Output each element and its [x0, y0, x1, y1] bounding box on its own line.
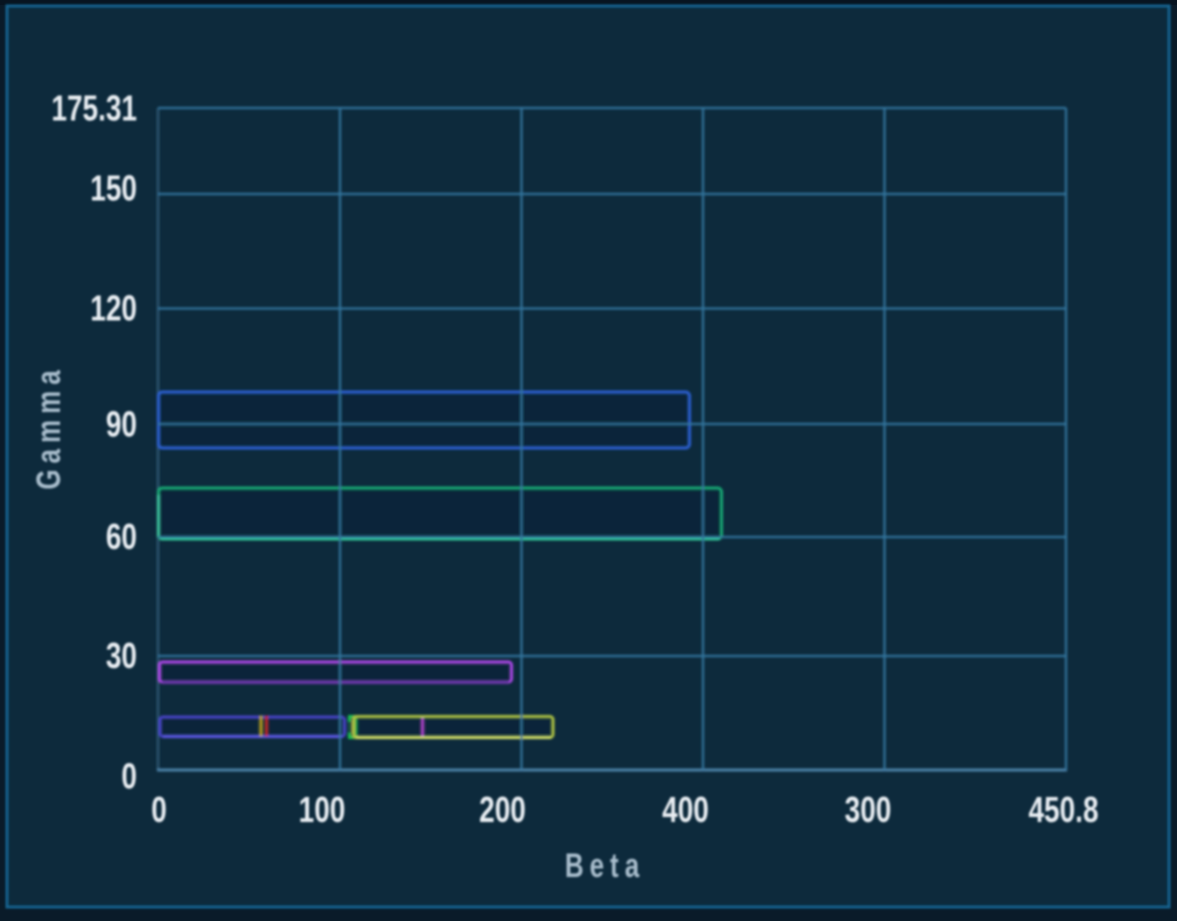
svg-text:60: 60: [106, 517, 137, 557]
svg-text:90: 90: [106, 404, 137, 444]
svg-text:400: 400: [662, 790, 709, 830]
svg-text:30: 30: [106, 636, 137, 676]
svg-text:100: 100: [299, 790, 346, 830]
svg-text:120: 120: [90, 288, 137, 328]
svg-text:0: 0: [121, 756, 137, 796]
svg-text:0: 0: [151, 790, 167, 830]
svg-text:150: 150: [90, 168, 137, 208]
svg-text:450.8: 450.8: [1028, 790, 1098, 830]
svg-text:300: 300: [845, 790, 892, 830]
svg-text:Beta: Beta: [565, 846, 645, 884]
svg-text:200: 200: [479, 790, 526, 830]
svg-text:Gamma: Gamma: [29, 364, 67, 489]
svg-text:175.31: 175.31: [51, 88, 137, 128]
